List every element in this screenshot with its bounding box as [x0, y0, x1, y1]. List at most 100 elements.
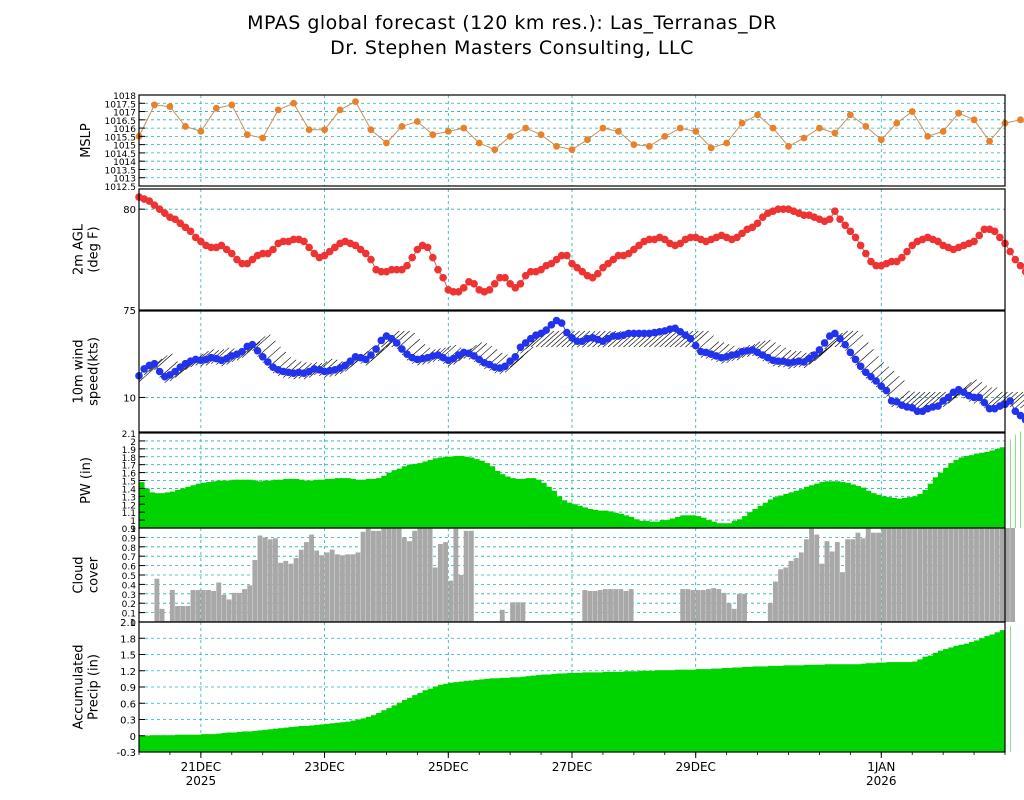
mslp-point [212, 104, 220, 112]
pw-area-bar [468, 457, 475, 528]
cloud-bar [711, 588, 717, 622]
wind-point [1021, 416, 1024, 424]
precip-area-bar [1010, 626, 1011, 752]
precip-area-bar [376, 713, 382, 752]
temp-point [325, 247, 334, 256]
pw-area-bar [164, 492, 171, 528]
x-tick-label: 27DEC [552, 760, 592, 774]
cloud-bar [613, 589, 619, 622]
cloud-bar [309, 534, 314, 622]
cloud-bar [355, 552, 361, 622]
temp-point [439, 273, 447, 282]
pw-area-bar [396, 468, 403, 528]
pw-area-bar [288, 478, 295, 528]
pw-area-bar [334, 478, 341, 528]
wind-barb [546, 330, 565, 348]
precip-tick-label: -0.3 [116, 748, 136, 759]
wind-barb [386, 330, 405, 348]
cloud-bar [443, 542, 448, 622]
cloud-bar [840, 572, 845, 622]
mslp-tick-label: 1016 [113, 125, 136, 135]
precip-area-bar [293, 726, 300, 752]
precip-area-bar [783, 665, 789, 752]
temp-point [578, 267, 587, 276]
precip-area-bar [381, 710, 387, 752]
temp-point [867, 257, 875, 266]
precip-area-bar [520, 676, 527, 752]
precip-area-bar [267, 729, 274, 752]
wind-point [563, 328, 571, 337]
cloud-bar [803, 539, 809, 622]
chart-title: MPAS global forecast (120 km res.): Las_… [247, 12, 777, 34]
cloud-bar [396, 528, 402, 622]
pw-area-bar [979, 452, 985, 528]
cloud-bar [989, 528, 995, 622]
wind-point [867, 372, 875, 381]
mslp-point [274, 106, 282, 114]
pw-area-bar [840, 482, 846, 528]
temp-point [485, 286, 494, 294]
precip-area-bar [711, 668, 717, 752]
precip-area-bar [546, 674, 552, 752]
precip-area-bar [979, 638, 985, 752]
cloud-bar [736, 593, 742, 622]
pw-area-bar [267, 480, 274, 528]
precip-area-bar [530, 675, 537, 752]
pw-area-bar [169, 491, 176, 528]
cloud-bar [773, 581, 778, 622]
wind-point [934, 402, 942, 410]
precip-area-bar [309, 725, 315, 752]
pw-area-bar [355, 479, 362, 528]
precip-area-bar [407, 697, 413, 752]
pw-area-bar [747, 512, 753, 528]
pw-area-bar [999, 447, 1006, 528]
temp-ylabel: 2m AGL [72, 223, 87, 275]
cloud-bar [896, 528, 902, 622]
temp-point [862, 249, 870, 258]
mslp-frame [138, 94, 1006, 187]
mslp-point [444, 127, 452, 135]
cloud-bar [618, 589, 624, 622]
temp-point [434, 265, 442, 274]
precip-area-bar [479, 679, 485, 752]
pw-area-bar [139, 482, 145, 528]
precip-area-bar [463, 681, 470, 752]
cloud-tick-label: 0.6 [122, 563, 137, 573]
temp-point [356, 245, 365, 254]
precip-area-bar [752, 666, 758, 752]
cloud-bar [257, 535, 263, 622]
wind-barb [912, 391, 931, 409]
pw-tick-label: 2 [130, 438, 136, 448]
precip-area-bar [474, 679, 480, 752]
pw-area-bar [757, 505, 764, 528]
precip-area-bar [664, 670, 671, 752]
cloud-bar [984, 528, 990, 622]
pw-tick-label: 1.6 [122, 470, 137, 480]
mslp-point [986, 137, 993, 145]
precip-area-bar [608, 671, 614, 752]
pw-area-bar [855, 486, 862, 528]
pw-tick-label: 0.9 [122, 525, 137, 535]
wind-barb [917, 391, 936, 409]
mslp-point [692, 127, 700, 135]
pw-area-bar [664, 520, 671, 528]
cloud-bar [231, 592, 237, 622]
cloud-bar [510, 602, 515, 622]
cloud-bar [427, 528, 433, 622]
wind-barb [535, 330, 555, 348]
cloud-bar [788, 560, 794, 622]
pw-area-bar [257, 481, 264, 528]
cloud-bar [608, 589, 613, 622]
cloud-bar [793, 558, 799, 622]
precip-tick-label: 1.8 [120, 634, 136, 645]
precip-area-bar [901, 662, 908, 752]
pw-area-bar [994, 448, 1001, 528]
precip-area-bar [340, 722, 346, 752]
pw-area-bar [541, 482, 547, 528]
pw-area-bar [819, 482, 825, 528]
mslp-point [816, 124, 823, 132]
pw-area-bar [623, 515, 630, 528]
mslp-point [522, 124, 530, 132]
precip-area-bar [829, 664, 836, 752]
precip-area-bar [417, 692, 423, 752]
